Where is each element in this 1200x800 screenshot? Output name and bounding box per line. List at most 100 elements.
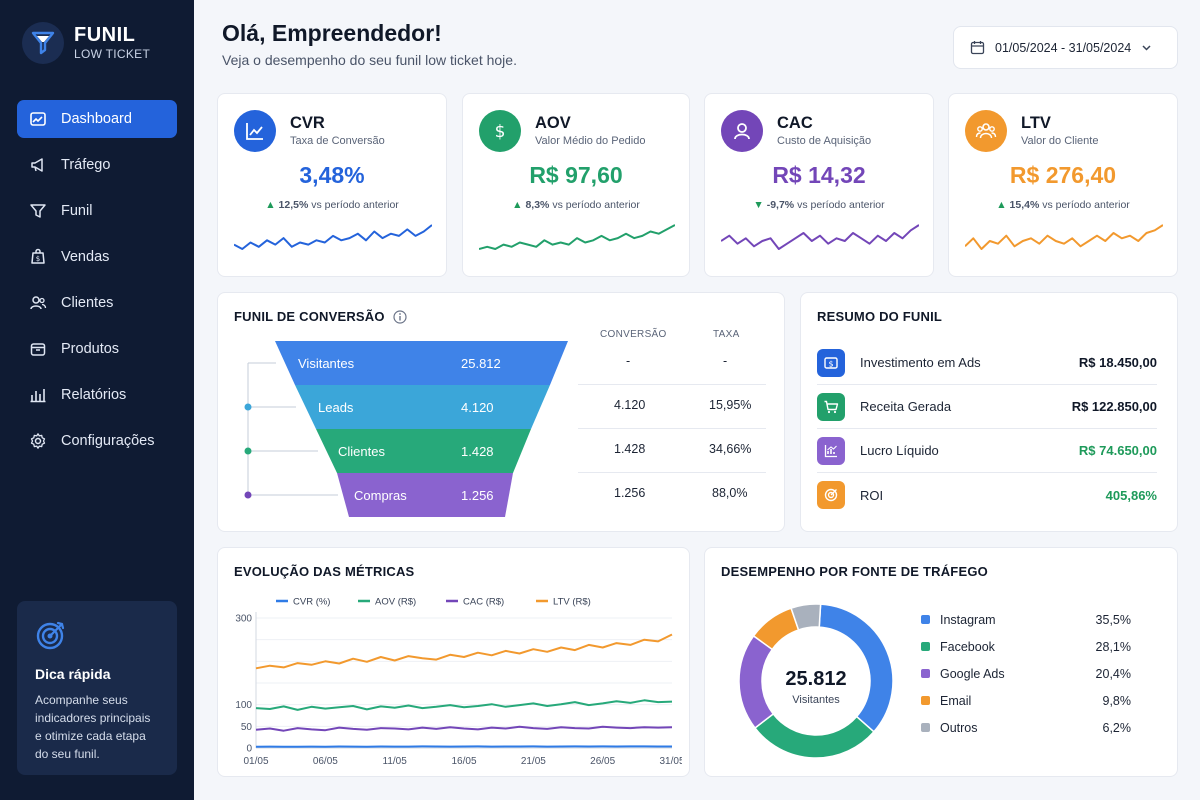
y-tick-label: 50 [241,722,253,733]
sidebar-item-produtos[interactable]: Produtos [17,330,177,368]
legend-label: Outros [940,720,978,735]
legend-label: Instagram [940,612,996,627]
target-icon [817,481,845,509]
funnel-stage-label: Leads [318,400,354,415]
sidebar-item-clientes[interactable]: Clientes [17,284,177,322]
target-icon [36,621,65,650]
sidebar-item-funil[interactable]: Funil [17,192,177,230]
trend-chart-icon [234,110,276,152]
donut-slice-facebook[interactable] [753,712,875,759]
kpi-subtitle: Valor Médio do Pedido [535,135,646,147]
cart-icon [817,392,845,421]
tip-text: Acompanhe seus indicadores principais e … [35,693,151,761]
sparkline-path [721,224,919,250]
donut-slice-google-ads[interactable] [738,634,775,730]
sidebar-item-trafego[interactable]: Tráfego [17,146,177,184]
summary-label: Lucro Líquido [860,443,939,458]
funnel-stage-value: 1.256 [461,488,494,503]
legend-swatch [921,696,930,705]
section-title: EVOLUÇÃO DAS MÉTRICAS [234,564,415,579]
series-line [255,699,673,711]
sidebar-item-configuracoes[interactable]: Configurações [17,422,177,460]
kpi-value: R$ 276,40 [1009,162,1117,188]
info-icon[interactable] [393,309,407,324]
donut-slice-outros[interactable] [790,603,822,631]
sidebar-item-label: Tráfego [61,157,111,173]
kpi-card-cvr[interactable]: CVR Taxa de Conversão 3,48% ▲ 12,5% vs p… [217,93,447,277]
conversion-cell: 1.256 [614,486,646,500]
calendar-icon [970,41,985,55]
funnel-connector-dot [244,491,252,499]
kpi-title: CVR [290,114,325,132]
x-tick-label: 26/05 [590,756,615,767]
sidebar-item-label: Produtos [61,341,120,357]
kpi-change: ▲ 8,3% vs período anterior [512,199,640,211]
conversion-cell: 4.120 [614,398,646,412]
y-tick-label: 300 [235,614,252,625]
legend-swatch [921,723,930,732]
legend-label: CVR (%) [293,597,330,608]
date-range-picker[interactable]: 01/05/2024 - 31/05/2024 [953,26,1178,69]
rate-cell: 88,0% [712,486,748,500]
legend-value: 20,4% [1095,666,1131,681]
table-row: - - [578,341,766,385]
funnel-stage-clientes[interactable] [316,429,531,473]
funnel-logo-icon [22,22,64,64]
y-tick-label: 0 [246,744,252,755]
donut-center-value: 25.812 [785,668,846,690]
legend-label: Facebook [940,639,995,654]
kpi-change: ▲ 15,4% vs período anterior [996,199,1130,211]
svg-text:$: $ [828,359,833,368]
funnel-stage-label: Visitantes [298,356,355,371]
legend-value: 6,2% [1102,720,1132,735]
metrics-evolution-card: EVOLUÇÃO DAS MÉTRICAS CVR (%) AOV (R$) CAC… [217,547,690,777]
kpi-card-ltv[interactable]: LTV Valor do Cliente R$ 276,40 ▲ 15,4% v… [948,93,1178,277]
person-icon [721,110,763,152]
x-tick-label: 11/05 [383,756,408,767]
funnel-icon [30,204,46,218]
bar-chart-icon [30,389,46,403]
kpi-sparkline [479,224,675,250]
arrow-up-icon: ▲ [265,199,276,211]
kpi-card-aov[interactable]: $ AOV Valor Médio do Pedido R$ 97,60 ▲ 8… [462,93,690,277]
funnel-stage-label: Clientes [338,444,385,459]
summary-row-revenue: Receita Gerada R$ 122.850,00 [817,385,1157,429]
kpi-sparkline [965,224,1163,250]
dashboard-icon [30,112,46,126]
gear-icon [30,433,46,449]
megaphone-icon [31,158,43,172]
brand-title: FUNIL [74,24,136,46]
metrics-line-chart: CVR (%) AOV (R$) CAC (R$) LTV (R$) 0 50 100 300… [235,597,682,768]
legend-label: Email [940,693,972,708]
summary-label: ROI [860,487,884,503]
funnel-stage-compras[interactable] [337,473,513,517]
rate-cell: 15,95% [709,398,752,412]
arrow-up-icon: ▲ [512,199,523,211]
rate-cell: - [723,354,728,368]
sidebar-item-relatorios[interactable]: Relatórios [17,376,177,414]
kpi-card-cac[interactable]: CAC Custo de Aquisição R$ 14,32 ▼ -9,7% … [704,93,934,277]
sparkline-path [234,224,432,250]
brand-subtitle: LOW TICKET [74,47,151,61]
group-icon [965,110,1007,152]
svg-text:$: $ [495,122,506,142]
sidebar-item-dashboard[interactable]: Dashboard [17,100,177,138]
sidebar-item-vendas[interactable]: $ Vendas [17,238,177,276]
dollar-icon: $ [479,110,521,152]
kpi-title: LTV [1021,114,1051,132]
kpi-value: 3,48% [299,162,365,188]
legend-swatch [921,669,930,678]
legend-item: Email 9,8% [921,687,1131,714]
funnel-stage-leads[interactable] [295,385,550,429]
summary-value: 405,86% [1105,487,1157,503]
date-range-value: 01/05/2024 - 31/05/2024 [995,40,1132,55]
kpi-change: ▲ 12,5% vs período anterior [265,199,399,211]
section-title: FUNIL DE CONVERSÃO [234,309,407,324]
rate-cell: 34,66% [709,442,752,456]
funnel-stage-visitantes[interactable] [275,341,568,385]
table-row: 4.120 15,95% [578,385,766,429]
funnel-stage-label: Compras [354,488,407,503]
brand-logo[interactable]: FUNIL LOW TICKET [22,22,150,64]
summary-label: Investimento em Ads [860,355,981,370]
box-icon [30,343,46,356]
